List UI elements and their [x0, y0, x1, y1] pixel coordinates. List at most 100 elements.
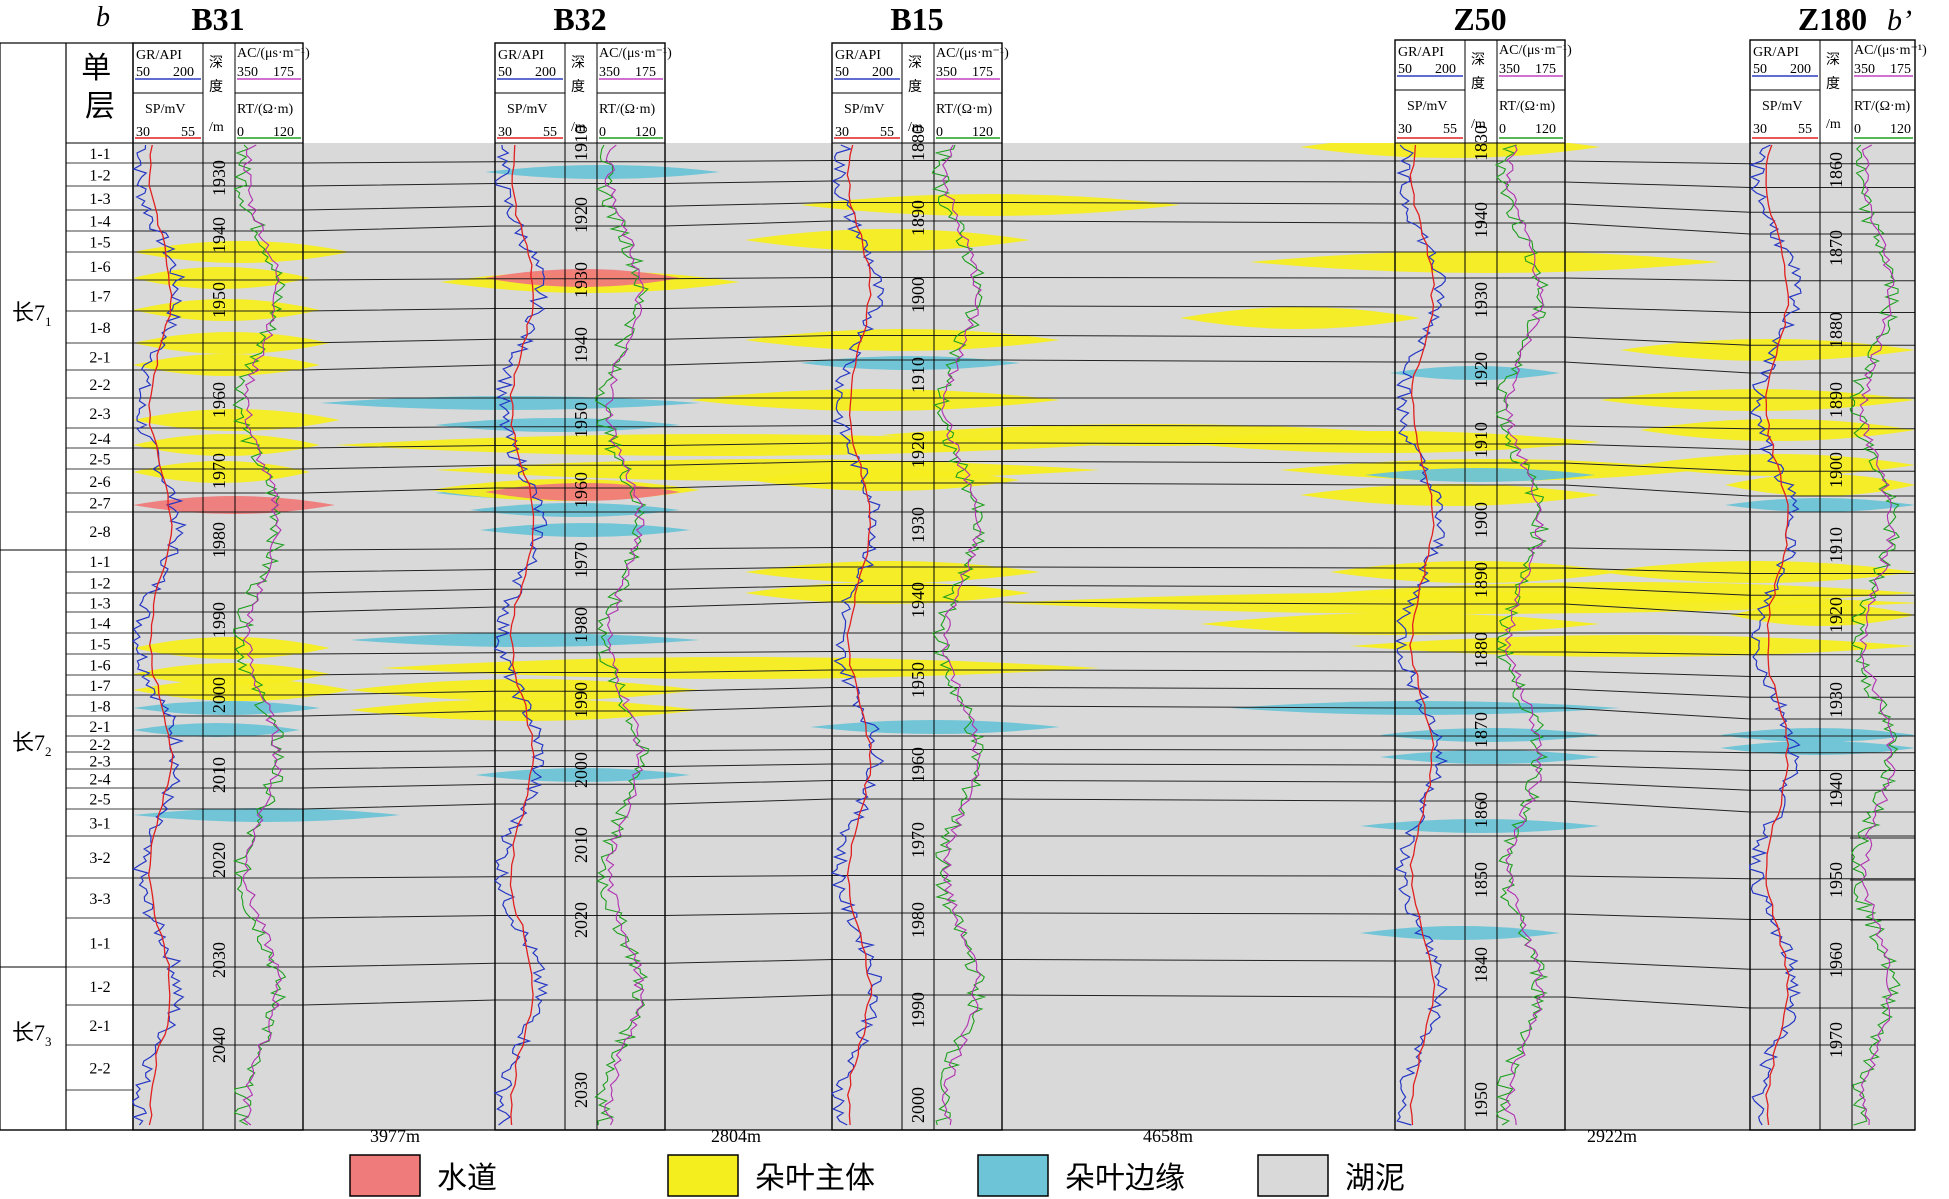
depth-value: 1970: [1826, 1022, 1846, 1058]
gr-scale-max: 200: [1790, 62, 1811, 77]
depth-label: 度: [571, 79, 585, 95]
legend-label: 湖泥: [1345, 1161, 1405, 1196]
lobe-main-body: [1620, 339, 1915, 361]
rt-label: RT/(Ω·m): [237, 102, 294, 117]
correlation-line: [133, 461, 1915, 472]
lobe-edge-body: [1380, 750, 1600, 764]
well-name: B31: [191, 1, 244, 37]
ac-scale-max: 175: [273, 65, 294, 80]
legend-label: 水道: [437, 1161, 497, 1196]
correlation-line: [133, 202, 1915, 213]
sp-label: SP/mV: [145, 102, 185, 117]
depth-unit-label: /m: [1826, 117, 1841, 132]
rt-scale-max: 120: [1535, 122, 1556, 137]
layer-label: 2-1: [89, 719, 110, 736]
depth-value: 2030: [571, 1072, 591, 1108]
lobe-main-body: [133, 434, 320, 456]
layer-column: 单 层 长71 长72 长73 1-1 1-2 1-3 1-4 1-5 1-6 1-7 1-8 2-…: [0, 42, 134, 1131]
depth-value: 2020: [571, 902, 591, 938]
sp-curve: [148, 144, 174, 1126]
correlation-line: [133, 798, 1915, 813]
layer-label: 1-2: [89, 576, 110, 593]
layer-label: 3-1: [89, 816, 110, 833]
depth-value: 2000: [908, 1087, 928, 1123]
rt-scale-max: 120: [635, 125, 656, 140]
lobe-edge-body: [1390, 366, 1560, 380]
rt-scale-min: 0: [936, 125, 943, 140]
sp-scale-min: 30: [835, 125, 849, 140]
lobe-main-body: [1640, 419, 1915, 441]
lobe-edge-body: [133, 701, 320, 715]
correlation-line: [133, 566, 1915, 574]
depth-value: 1980: [908, 902, 928, 938]
distance-label: 2922m: [1587, 1126, 1637, 1146]
layer-label: 1-5: [89, 637, 110, 654]
ac-scale-min: 350: [1499, 62, 1520, 77]
correlation-line: [133, 687, 1915, 698]
lobe-main-body: [350, 679, 700, 701]
correlation-line: [133, 305, 1915, 313]
depth-unit-label: /m: [908, 120, 923, 135]
lobe-main-body: [745, 582, 1030, 604]
depth-value: 1940: [908, 582, 928, 618]
depth-value: 1840: [1471, 947, 1491, 983]
rt-label: RT/(Ω·m): [599, 102, 656, 117]
well-b32: B32 GR/API 50 200 SP/mV 30 55 深度/m AC/(μs·m⁻¹) 35…: [493, 1, 672, 1131]
ac-label: AC/(μs·m⁻¹): [1854, 43, 1927, 58]
well-z50: Z50 GR/API 50 200 SP/mV 30 55 深度/m AC/(μs·m⁻¹) 35…: [1394, 1, 1572, 1131]
gr-curve: [493, 144, 549, 1126]
sp-label: SP/mV: [1762, 99, 1802, 114]
rt-curve: [594, 144, 650, 1126]
correlation-line: [133, 180, 1915, 188]
depth-value: 1930: [571, 262, 591, 298]
depth-value: 1950: [209, 282, 229, 318]
layer-label: 2-5: [89, 452, 110, 469]
layer-label: 3-2: [89, 850, 110, 867]
depth-label: 度: [209, 79, 223, 95]
lobe-edge-body: [810, 720, 1060, 734]
depth-value: 1940: [1826, 772, 1846, 808]
layer-label: 1-8: [89, 699, 110, 716]
correlation-line: [133, 425, 1915, 430]
group-label: 长73: [12, 1020, 52, 1049]
layer-label: 2-3: [89, 754, 110, 771]
sp-scale-max: 55: [181, 125, 195, 140]
lobe-edge-body: [1720, 728, 1915, 742]
layer-label: 1-6: [89, 658, 110, 675]
gr-scale-max: 200: [173, 65, 194, 80]
depth-label: 深: [908, 55, 922, 71]
depth-value: 1970: [209, 453, 229, 489]
correlation-line: [133, 763, 1915, 771]
depth-value: 1880: [1826, 312, 1846, 348]
sp-label: SP/mV: [1407, 99, 1447, 114]
legend-swatch: [977, 1154, 1049, 1197]
lobe-edge-body: [1365, 468, 1595, 482]
ac-scale-min: 350: [1854, 62, 1875, 77]
depth-value: 1860: [1826, 152, 1846, 188]
layer-label: 2-6: [89, 474, 110, 491]
depth-value: 1920: [908, 432, 928, 468]
ac-scale-min: 350: [936, 65, 957, 80]
sp-scale-max: 55: [1443, 122, 1457, 137]
rt-scale-min: 0: [599, 125, 606, 140]
gr-scale-max: 200: [535, 65, 556, 80]
ac-scale-max: 175: [1535, 62, 1556, 77]
sp-label: SP/mV: [844, 102, 884, 117]
lobe-main-body: [1180, 307, 1420, 329]
correlation-line: [133, 277, 1915, 282]
depth-value: 1920: [1826, 597, 1846, 633]
depth-label: 度: [1471, 76, 1485, 92]
layer-label: 2-1: [89, 1018, 110, 1035]
depth-value: 1990: [908, 992, 928, 1028]
lobe-main-body: [1250, 251, 1720, 273]
well-name: B15: [890, 1, 943, 37]
layer-label: 1-1: [89, 146, 110, 163]
well-z180: Z180 GR/API 50 200 SP/mV 30 55 深度/m AC/(μs·m⁻¹) 3…: [1748, 1, 1927, 1131]
sp-scale-max: 55: [880, 125, 894, 140]
rt-scale-min: 0: [1854, 122, 1861, 137]
well-b31: B31 GR/API 50 200 SP/mV 30 55 深度/m AC/(μs·m⁻¹) 35…: [131, 1, 310, 1131]
layer-label: 2-3: [89, 406, 110, 423]
rt-scale-min: 0: [1499, 122, 1506, 137]
depth-value: 1930: [1471, 282, 1491, 318]
depth-value: 1960: [908, 747, 928, 783]
